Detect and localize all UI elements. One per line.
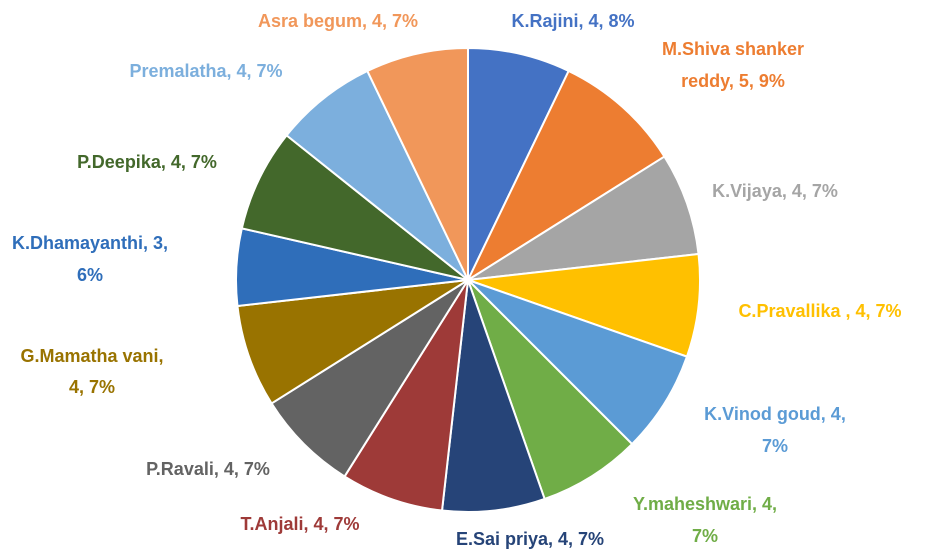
pie-slice bbox=[467, 155, 700, 281]
pie-slice bbox=[236, 279, 469, 405]
pie-slice bbox=[467, 279, 689, 446]
data-label: K.Dhamayanthi, 3, bbox=[12, 233, 168, 253]
data-label: K.Vinod goud, 4, bbox=[704, 404, 846, 424]
data-label: C.Pravallika , 4, 7% bbox=[738, 301, 901, 321]
pie-slice bbox=[270, 279, 469, 478]
data-label: P.Deepika, 4, 7% bbox=[77, 152, 217, 172]
data-label: P.Ravali, 4, 7% bbox=[146, 459, 270, 479]
data-label: Y.maheshwari, 4, bbox=[633, 494, 777, 514]
pie-slice bbox=[240, 133, 469, 281]
data-label: reddy, 5, 9% bbox=[681, 71, 785, 91]
data-label: K.Vijaya, 4, 7% bbox=[712, 181, 838, 201]
data-label: E.Sai priya, 4, 7% bbox=[456, 529, 604, 549]
data-label: M.Shiva shanker bbox=[662, 39, 804, 59]
pie-slice bbox=[366, 46, 469, 281]
data-label: G.Mamatha vani, bbox=[20, 346, 163, 366]
data-label: Premalatha, 4, 7% bbox=[129, 61, 282, 81]
pie-slice bbox=[467, 252, 701, 358]
pie-slice bbox=[343, 279, 469, 512]
data-label: Asra begum, 4, 7% bbox=[258, 11, 418, 31]
data-label: 7% bbox=[762, 436, 788, 456]
data-label: T.Anjali, 4, 7% bbox=[240, 514, 359, 534]
pie-slice bbox=[465, 69, 666, 283]
data-label: 4, 7% bbox=[69, 377, 115, 397]
pie-slice bbox=[440, 279, 546, 513]
pie-slice bbox=[467, 279, 634, 501]
pie-slice bbox=[285, 69, 469, 281]
pie-slice bbox=[467, 46, 570, 281]
data-label: K.Rajini, 4, 8% bbox=[511, 11, 634, 31]
data-label: 6% bbox=[77, 265, 103, 285]
data-label: 7% bbox=[692, 526, 718, 546]
